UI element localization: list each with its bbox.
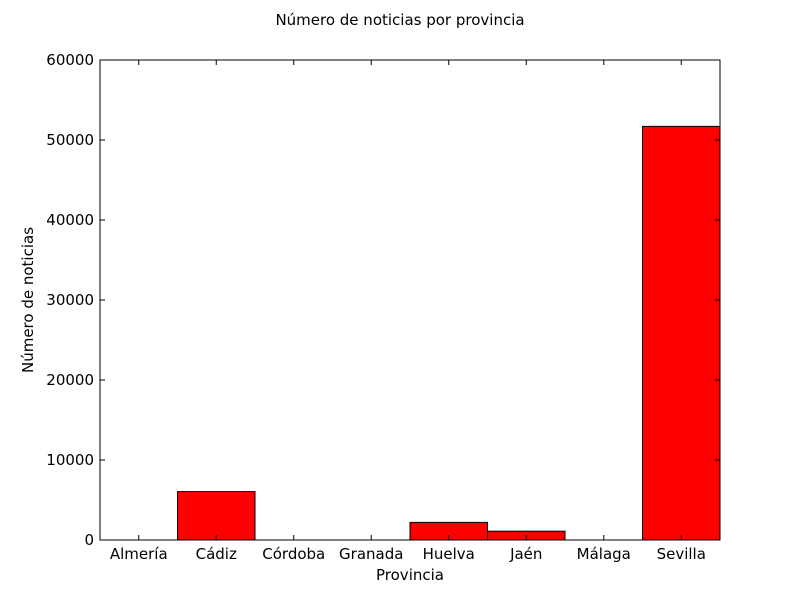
x-tick-label-2: Córdoba bbox=[262, 545, 325, 563]
plot-frame bbox=[99, 59, 721, 541]
bars-group bbox=[177, 125, 721, 541]
y-tick-label-0: 0 bbox=[84, 531, 94, 549]
y-tick-label-6: 60000 bbox=[46, 51, 94, 69]
bar-7 bbox=[642, 125, 721, 541]
y-tick-label-3: 30000 bbox=[46, 291, 94, 309]
x-ticks-group: Almería Cádiz Córdoba Granada Huelva Jaén Mála… bbox=[110, 60, 706, 563]
x-tick-label-0: Almería bbox=[110, 545, 168, 563]
bar-1 bbox=[177, 491, 256, 541]
x-axis-label: Provincia bbox=[376, 566, 444, 584]
x-tick-label-3: Granada bbox=[339, 545, 403, 563]
y-ticks-group: 0 10000 20000 30000 40000 50000 60000 bbox=[46, 51, 720, 549]
x-tick-label-1: Cádiz bbox=[196, 545, 237, 563]
y-tick-label-1: 10000 bbox=[46, 451, 94, 469]
x-tick-label-4: Huelva bbox=[423, 545, 475, 563]
y-tick-label-5: 50000 bbox=[46, 131, 94, 149]
chart-title: Número de noticias por provincia bbox=[275, 11, 524, 29]
y-axis-label: Número de noticias bbox=[19, 227, 37, 373]
y-tick-label-4: 40000 bbox=[46, 211, 94, 229]
x-tick-label-5: Jaén bbox=[509, 545, 542, 563]
y-tick-label-2: 20000 bbox=[46, 371, 94, 389]
x-tick-label-7: Sevilla bbox=[657, 545, 706, 563]
x-tick-label-6: Málaga bbox=[577, 545, 631, 563]
